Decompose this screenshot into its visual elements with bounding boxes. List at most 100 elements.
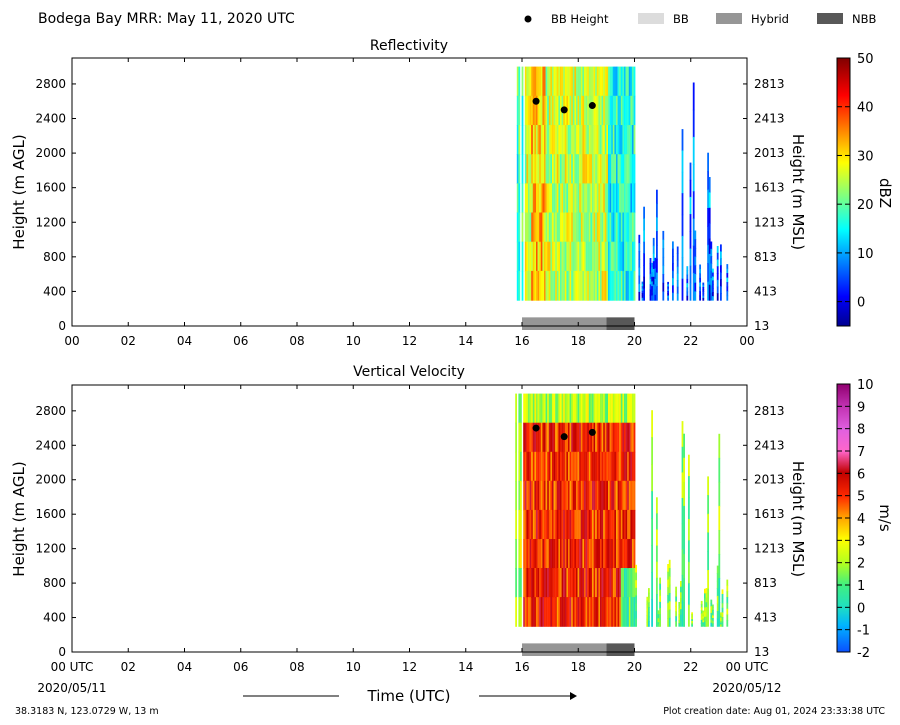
data-cell (568, 509, 570, 540)
data-cell (521, 270, 524, 301)
data-cell (585, 568, 588, 598)
data-cell (523, 480, 525, 511)
data-cell (659, 620, 661, 627)
data-cell (678, 602, 681, 606)
data-cell (572, 212, 575, 243)
data-cell (595, 422, 597, 453)
data-cell (630, 451, 633, 482)
data-cell (622, 212, 625, 243)
data-cell (568, 183, 570, 214)
data-cell (534, 125, 537, 155)
data-cell (643, 288, 645, 301)
data-cell (622, 183, 625, 214)
data-cell (651, 267, 653, 273)
data-cell (659, 595, 661, 603)
data-cell (681, 549, 684, 576)
data-cell (539, 212, 541, 243)
data-cell (625, 154, 628, 184)
data-cell (716, 580, 719, 589)
data-cell (659, 583, 661, 591)
data-cell (572, 154, 575, 184)
data-cell (691, 615, 693, 619)
data-cell (516, 212, 519, 243)
data-cell (545, 154, 548, 184)
data-cell (708, 192, 711, 209)
data-cell (544, 509, 546, 540)
data-cell (609, 212, 612, 243)
data-cell (710, 292, 713, 301)
data-cell (539, 95, 541, 126)
data-cell (537, 393, 540, 424)
data-cell (545, 597, 548, 627)
data-cell (600, 95, 602, 126)
data-cell (688, 454, 690, 477)
data-cell (718, 433, 721, 459)
data-cell (619, 480, 621, 511)
data-cell (710, 599, 713, 604)
data-cell (632, 212, 634, 243)
data-cell (524, 422, 527, 453)
data-cell (689, 179, 692, 198)
data-cell (604, 568, 607, 598)
data-cell (588, 597, 591, 627)
data-cell (590, 66, 593, 97)
data-cell (694, 282, 697, 292)
data-cell (712, 280, 714, 285)
y-tick-label: 400 (43, 611, 66, 625)
data-cell (625, 241, 628, 272)
data-cell (689, 265, 692, 284)
data-cell (608, 597, 610, 627)
data-cell (584, 568, 586, 598)
data-cell (622, 125, 625, 155)
data-cell (531, 451, 533, 482)
data-cell (588, 241, 591, 272)
data-cell (672, 278, 674, 286)
data-cell (580, 393, 583, 424)
data-cell (555, 154, 557, 184)
data-cell (630, 539, 633, 569)
data-cell (627, 154, 629, 184)
data-cell (632, 154, 634, 184)
data-cell (561, 270, 564, 301)
data-cell (704, 602, 706, 609)
x-tick-label: 20 (627, 334, 642, 348)
data-cell (528, 393, 530, 424)
data-cell (606, 480, 609, 511)
data-cell (668, 593, 671, 602)
data-cell (716, 588, 719, 597)
data-cell (619, 597, 621, 627)
data-cell (643, 206, 645, 219)
bb-height-legend-dot (524, 15, 532, 23)
data-cell (528, 95, 530, 126)
data-cell (611, 270, 613, 301)
data-cell (681, 235, 684, 258)
data-cell (579, 451, 581, 482)
data-cell (534, 183, 537, 214)
data-cell (572, 183, 575, 214)
data-cell (625, 539, 628, 569)
data-cell (596, 393, 599, 424)
data-cell (588, 212, 591, 243)
data-cell (641, 283, 644, 287)
data-cell (587, 597, 589, 627)
data-cell (587, 241, 589, 272)
data-cell (662, 256, 665, 267)
data-cell (569, 183, 572, 214)
x-tick-label: 00 (64, 334, 79, 348)
velocity-ylabel-right: Height (m MSL) (789, 461, 807, 577)
data-cell (643, 276, 645, 289)
data-cell (585, 183, 588, 214)
data-cell (569, 66, 572, 97)
data-cell (705, 602, 708, 608)
data-cell (681, 150, 684, 173)
data-cell (608, 451, 610, 482)
data-cell (604, 597, 607, 627)
data-cell (555, 212, 557, 243)
data-cell (612, 95, 615, 126)
data-cell (526, 568, 529, 598)
data-cell (547, 509, 549, 540)
data-cell (707, 588, 709, 608)
data-cell (625, 422, 628, 453)
data-cell (536, 451, 538, 482)
data-cell (528, 568, 530, 598)
